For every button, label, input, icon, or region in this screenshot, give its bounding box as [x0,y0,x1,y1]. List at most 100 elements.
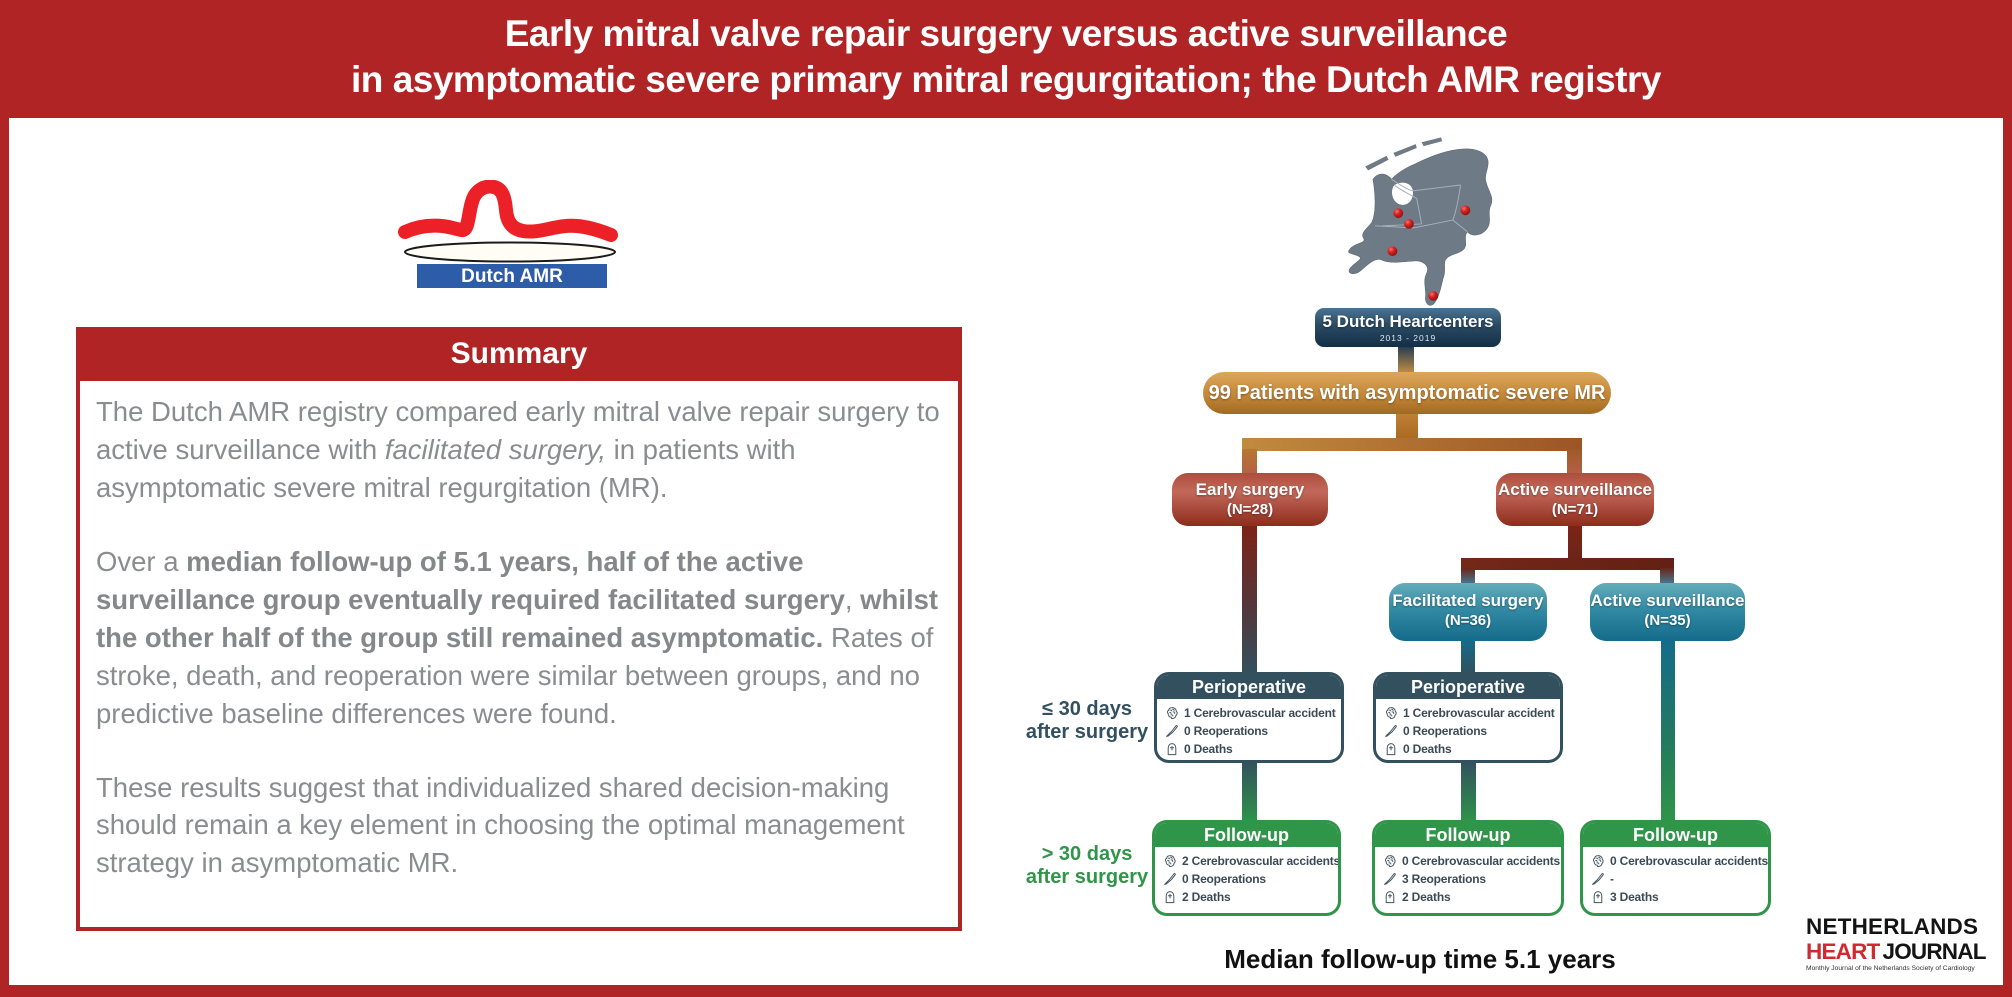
outcome-row: 0 Reoperations [1384,724,1556,738]
outcome-text: 0 Reoperations [1403,724,1487,738]
connector-heartcenters-patients [1398,345,1414,374]
connector-perioperative-followup-left [1242,761,1257,823]
early-surgery-node: Early surgery (N=28) [1172,473,1328,526]
frame-right [2003,118,2012,997]
outcome-text: 2 Deaths [1402,890,1451,904]
heartcenter-dot [1387,246,1398,257]
brain-icon [1384,706,1398,720]
connector-split-bar-2 [1461,558,1674,570]
connector-early-perioperative [1242,523,1257,674]
active-surveillance-n: (N=71) [1551,501,1599,518]
journal-tagline: Monthly Journal of the Netherlands Socie… [1806,965,1975,972]
outcome-row: 1 Cerebrovascular accident [1384,706,1556,720]
box-header: Follow-up [1155,823,1338,847]
heartcenters-node: 5 Dutch Heartcenters 2013 - 2019 [1315,308,1501,347]
journal-heart: HEART [1806,938,1880,964]
journal-journal: JOURNAL [1882,938,1987,964]
active-surveillance-node: Active surveillance (N=71) [1496,473,1654,526]
journal-name-line2: HEART JOURNAL [1806,938,1986,964]
patients-node: 99 Patients with asymptomatic severe MR [1203,372,1611,414]
outcome-text: 2 Cerebrovascular accidents [1182,854,1341,868]
frame-bottom [0,985,2012,997]
connector-perioperative-followup-mid [1461,761,1476,823]
connector-patients-stem [1396,412,1418,441]
median-followup-text: Median follow-up time 5.1 years [1224,944,1616,974]
journal-logo: NETHERLANDS HEART JOURNAL Monthly Journal… [1806,914,1986,973]
followup-box-right: Follow-up 0 Cerebrovascular accidents - … [1580,820,1771,916]
heartcenters-label: 5 Dutch Heartcenters [1322,312,1494,331]
connector-drop-surveillance [1567,449,1582,475]
outcome-row: 3 Reoperations [1383,872,1557,886]
heartcenter-dot [1393,208,1404,219]
journal-name-line1: NETHERLANDS [1806,914,1979,939]
outcome-text: 0 Deaths [1403,742,1452,756]
active-surveillance-2-label: Active surveillance [1590,591,1745,610]
outcome-row: 2 Cerebrovascular accidents [1163,854,1338,868]
outcome-row: 0 Reoperations [1165,724,1337,738]
tombstone-icon [1163,890,1177,904]
perioperative-box-left: Perioperative 1 Cerebrovascular accident… [1154,672,1344,763]
box-header: Follow-up [1375,823,1561,847]
page-title-line-2: in asymptomatic severe primary mitral re… [351,59,1661,100]
facilitated-surgery-label: Facilitated surgery [1392,591,1544,610]
outcome-text: 3 Reoperations [1402,872,1486,886]
outcome-row: 0 Cerebrovascular accidents [1591,854,1768,868]
page-title-line-1: Early mitral valve repair surgery versus… [504,13,1508,54]
followup-box-left: Follow-up 2 Cerebrovascular accidents 0 … [1152,820,1341,916]
scalpel-icon [1383,872,1397,886]
outcome-text: 0 Cerebrovascular accidents [1402,854,1561,868]
heartcenter-dot [1404,219,1414,229]
netherlands-map [1348,137,1493,306]
followup-box-mid: Follow-up 0 Cerebrovascular accidents 3 … [1372,820,1564,916]
outcome-row: 0 Cerebrovascular accidents [1383,854,1561,868]
outcome-row: 0 Deaths [1384,742,1556,756]
brain-icon [1165,706,1179,720]
summary-body: The Dutch AMR registry compared early mi… [76,381,962,931]
outcome-row: 0 Deaths [1165,742,1337,756]
outcome-text: 0 Reoperations [1184,724,1268,738]
heartcenter-dot [1428,291,1439,301]
early-surgery-n: (N=28) [1226,501,1274,518]
connector-facilitated-perioperative [1461,639,1475,675]
outcome-row: 3 Deaths [1591,890,1764,904]
box-header: Perioperative [1376,675,1560,699]
box-header: Perioperative [1157,675,1341,699]
brain-icon [1591,854,1605,868]
summary-paragraph-2: Over a median follow-up of 5.1 years, ha… [96,545,939,729]
period-label-perioperative: ≤ 30 days after surgery [1025,698,1149,743]
outcome-row: 2 Deaths [1163,890,1334,904]
heartcenters-years: 2013 - 2019 [1379,333,1437,343]
outcome-text: 1 Cerebrovascular accident [1403,706,1555,720]
active-surveillance-2-n: (N=35) [1644,612,1691,629]
early-surgery-label: Early surgery [1195,480,1305,499]
summary-paragraph-1: The Dutch AMR registry compared early mi… [96,396,940,503]
logo-squiggle [398,180,618,242]
map-region [1348,137,1493,306]
logo-banner-label: Dutch AMR [461,266,563,287]
outcome-row: 2 Deaths [1383,890,1557,904]
tombstone-icon [1165,742,1179,756]
heartcenter-dot [1460,205,1471,216]
outcome-text: - [1610,872,1614,886]
scalpel-icon [1384,724,1398,738]
scalpel-icon [1591,872,1605,886]
connector-drop-facilitated [1461,568,1475,585]
outcome-text: 0 Reoperations [1182,872,1266,886]
outcome-text: 3 Deaths [1610,890,1659,904]
connector-split-bar-1 [1242,438,1582,451]
logo-banner [417,264,607,288]
active-surveillance-label: Active surveillance [1497,480,1653,499]
logo-oval [404,241,616,263]
connector-surveillance-stem [1568,523,1582,562]
summary-paragraph-3: These results suggest that individualize… [96,771,905,879]
tombstone-icon [1591,890,1605,904]
outcome-text: 2 Deaths [1182,890,1231,904]
outcome-text: 0 Cerebrovascular accidents [1610,854,1769,868]
scalpel-icon [1163,872,1177,886]
brain-icon [1163,854,1177,868]
header-banner: Early mitral valve repair surgery versus… [0,0,2012,118]
outcome-text: 0 Deaths [1184,742,1233,756]
outcome-text: 1 Cerebrovascular accident [1184,706,1336,720]
summary-panel: Summary The Dutch AMR registry compared … [76,327,962,931]
